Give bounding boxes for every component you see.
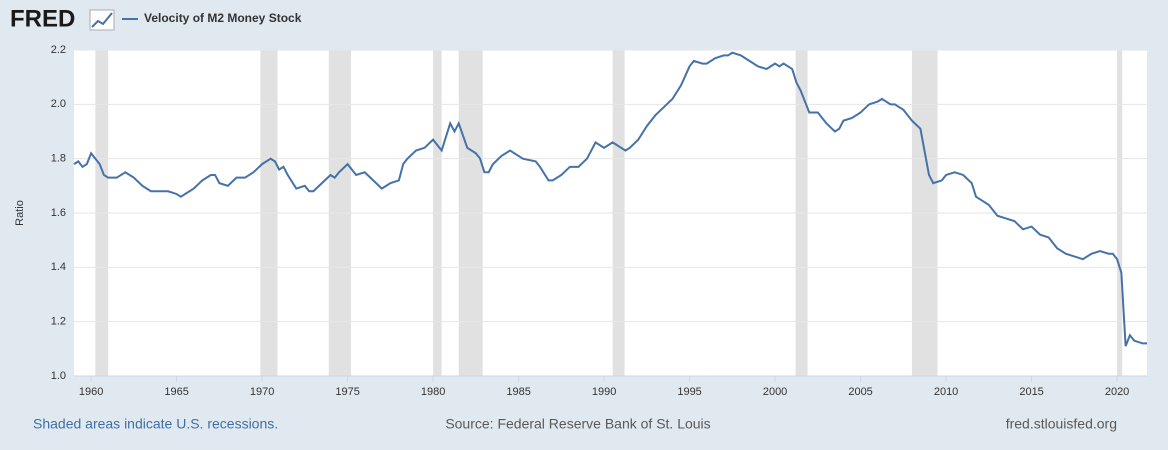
y-axis-label: Ratio: [14, 200, 26, 226]
x-tick-label: 1975: [335, 386, 359, 398]
site-url[interactable]: fred.stlouisfed.org: [1006, 416, 1117, 432]
x-tick-label: 1970: [250, 386, 274, 398]
y-tick-label: 2.0: [51, 98, 66, 110]
x-tick-label: 1980: [421, 386, 445, 398]
x-tick-label: 2010: [934, 386, 958, 398]
x-tick-label: 2020: [1105, 386, 1129, 398]
y-tick-label: 1.6: [51, 207, 66, 219]
y-tick-label: 1.8: [51, 153, 66, 165]
recession-note[interactable]: Shaded areas indicate U.S. recessions.: [33, 416, 278, 432]
logo: FRED: [10, 5, 75, 32]
logo-icon: [89, 9, 115, 31]
x-tick-label: 2015: [1019, 386, 1043, 398]
x-tick-label: 1960: [79, 386, 103, 398]
y-tick-label: 1.4: [51, 261, 66, 273]
source: Source: Federal Reserve Bank of St. Loui…: [445, 416, 710, 432]
x-tick-label: 2005: [848, 386, 872, 398]
y-tick-label: 2.2: [51, 44, 66, 56]
y-tick-label: 1.0: [51, 370, 66, 382]
x-tick-label: 2000: [763, 386, 787, 398]
x-tick-label: 1985: [506, 386, 530, 398]
x-tick-label: 1990: [592, 386, 616, 398]
y-tick-label: 1.2: [51, 316, 66, 328]
x-tick-label: 1965: [164, 386, 188, 398]
data-line: [73, 51, 1147, 347]
legend-label: Velocity of M2 Money Stock: [144, 11, 302, 25]
x-tick-label: 1995: [677, 386, 701, 398]
